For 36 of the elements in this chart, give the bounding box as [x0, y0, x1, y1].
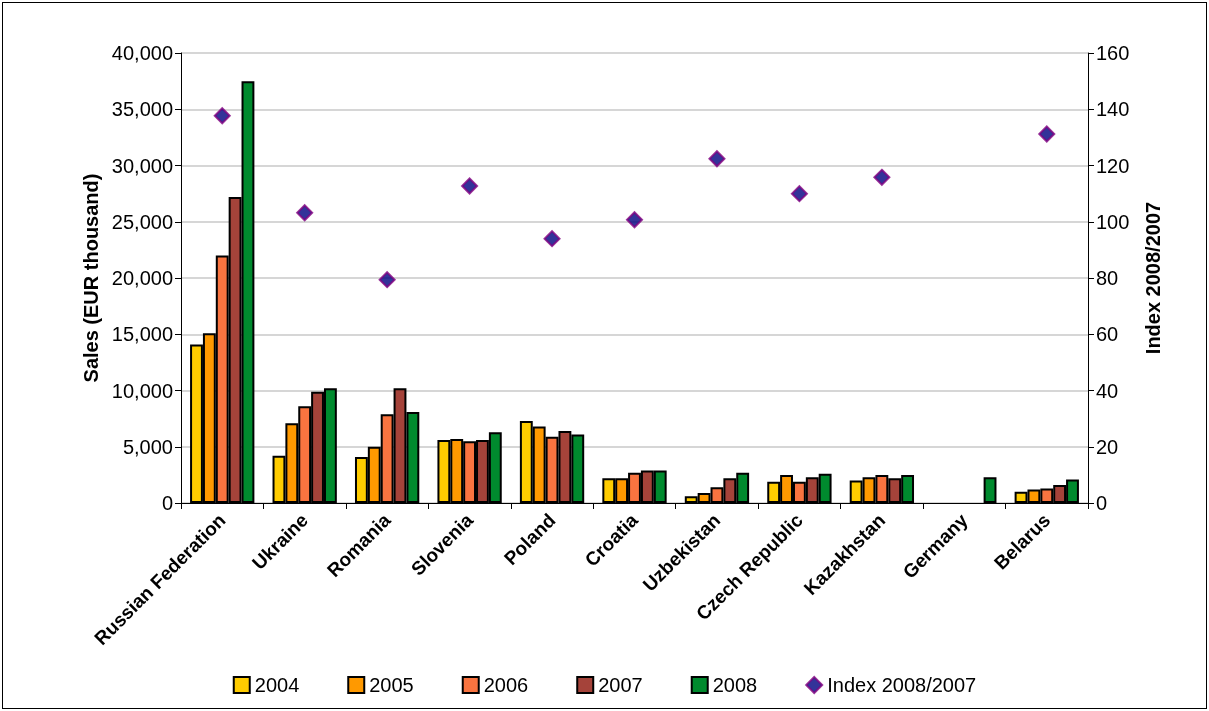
point [790, 185, 808, 203]
point [296, 204, 314, 222]
y-tick-label: 10,000 [111, 379, 173, 402]
y2-tick-label: 20 [1096, 435, 1119, 458]
y-tick-label: 30,000 [111, 154, 173, 177]
point [213, 107, 231, 125]
point [378, 271, 396, 289]
y2-tick-label: 100 [1096, 210, 1130, 233]
y2-tick-label: 40 [1096, 379, 1119, 402]
point [543, 230, 561, 248]
y2-tick-label: 140 [1096, 98, 1130, 121]
y-tick-label: 40,000 [111, 42, 173, 64]
legend-label: Index 2008/2007 [827, 674, 977, 696]
point [1038, 125, 1056, 143]
y2-tick-label: 80 [1096, 267, 1119, 289]
y-tick-label: 0 [161, 492, 173, 514]
legend-label: 2007 [598, 674, 643, 696]
y-tick-label: 15,000 [111, 323, 173, 346]
point [626, 211, 643, 229]
y-axis-title: Sales (EUR thousand) [79, 173, 102, 383]
y-tick-label: 25,000 [111, 210, 173, 233]
y2-axis-title: Index 2008/2007 [1142, 201, 1164, 355]
point [873, 168, 891, 186]
y-tick-label: 20,000 [111, 267, 173, 289]
y-tick-label: 35,000 [111, 98, 173, 121]
legend-label: 2006 [483, 674, 529, 696]
y-tick-label: 5,000 [122, 435, 173, 458]
legend-label: 2004 [254, 674, 300, 696]
point [708, 150, 726, 168]
y2-tick-label: 0 [1096, 492, 1108, 514]
legend-label: 2005 [369, 674, 414, 696]
y2-tick-label: 120 [1096, 154, 1130, 177]
y2-tick-label: 160 [1096, 42, 1130, 64]
point [461, 177, 479, 195]
y2-tick-label: 60 [1096, 323, 1119, 346]
legend-label: 2008 [712, 674, 758, 696]
